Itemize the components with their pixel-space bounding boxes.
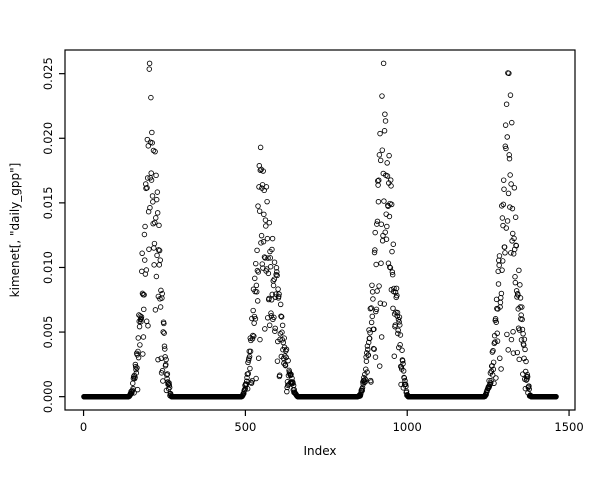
svg-text:0.010: 0.010 [41,251,55,284]
svg-text:0.005: 0.005 [41,316,55,349]
x-axis-label: Index [303,444,337,458]
svg-text:0: 0 [80,420,87,434]
y-axis-label: kimenet[, "daily_gpp"] [8,162,22,298]
svg-text:1000: 1000 [393,420,422,434]
svg-text:0.015: 0.015 [41,186,55,219]
svg-text:500: 500 [234,420,256,434]
svg-text:0.000: 0.000 [41,380,55,413]
svg-text:1500: 1500 [554,420,583,434]
svg-text:0.025: 0.025 [41,57,55,90]
svg-text:0.020: 0.020 [41,122,55,155]
